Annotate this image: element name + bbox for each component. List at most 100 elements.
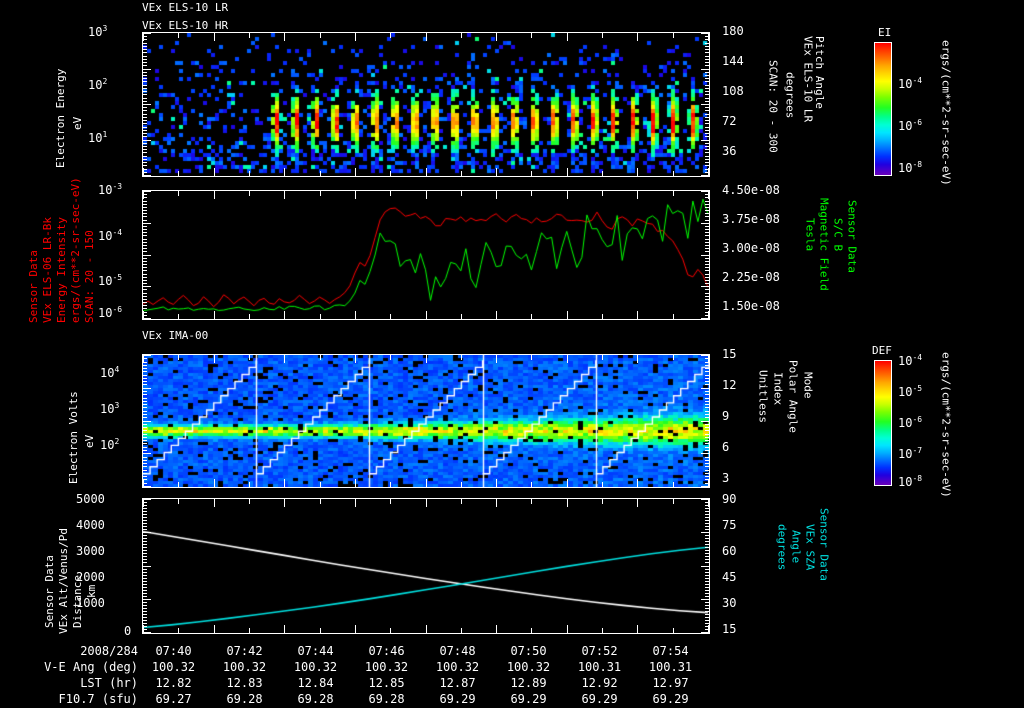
xtick-bottom <box>355 168 356 176</box>
ytick-right <box>705 194 709 195</box>
panel2-right-label-2: S/C B <box>831 218 845 252</box>
ytick-right <box>705 434 709 435</box>
xtick-top <box>461 499 462 504</box>
panel3-plot-area[interactable] <box>142 354 710 488</box>
xtick-bottom <box>178 482 179 487</box>
xtick-top <box>390 355 391 360</box>
ytick-left <box>143 101 147 102</box>
ytick-right <box>705 447 709 448</box>
ytick-left <box>143 602 147 603</box>
ytick-left <box>143 559 147 560</box>
xtick-top <box>637 191 638 199</box>
ytick-left <box>143 526 147 527</box>
xtick-top <box>249 191 250 196</box>
panel1-ytick-1: 101 <box>88 130 108 145</box>
bottom-rowlabel-lst: LST (hr) <box>80 676 138 690</box>
ytick-right <box>705 110 709 111</box>
ytick-right <box>705 470 709 471</box>
ytick-left <box>143 289 147 290</box>
ytick-left <box>143 470 147 471</box>
ytick-right <box>705 204 709 205</box>
ytick-left <box>143 547 147 548</box>
ytick-left <box>143 355 151 356</box>
ytick-right <box>705 305 709 306</box>
ytick-left <box>143 398 147 399</box>
xtick-top <box>143 33 144 41</box>
ytick-left <box>143 384 147 385</box>
xtick-top <box>673 499 674 504</box>
ytick-left <box>143 127 147 128</box>
ytick-left <box>143 267 147 268</box>
ytick-right <box>705 312 709 313</box>
ytick-left <box>143 201 147 202</box>
ytick-right <box>705 424 709 425</box>
ytick-right <box>705 242 709 243</box>
panel4-plot-area[interactable] <box>142 498 710 634</box>
ytick-left <box>143 514 147 515</box>
panel1-colorbar[interactable] <box>874 42 892 176</box>
ytick-left <box>143 553 147 554</box>
xtick-bottom <box>567 479 568 487</box>
ytick-right <box>705 123 709 124</box>
ytick-left <box>143 286 151 287</box>
ytick-left <box>143 59 147 60</box>
panel1-ytick2-144: 144 <box>722 54 744 68</box>
ytick-left <box>143 473 147 474</box>
ytick-right <box>705 59 709 60</box>
ytick-left <box>143 620 147 621</box>
ytick-left <box>143 245 147 246</box>
ytick-right <box>705 152 709 153</box>
xtick-bottom <box>708 311 709 319</box>
ytick-left <box>143 614 147 615</box>
ytick-right <box>705 197 709 198</box>
ytick-left <box>143 169 147 170</box>
xtick-bottom <box>355 479 356 487</box>
ytick-left <box>143 417 147 418</box>
ytick-right <box>705 450 709 451</box>
ytick-left <box>143 130 147 131</box>
xtick-bottom <box>567 168 568 176</box>
bottom-cell-time: 07:42 <box>226 644 263 658</box>
ytick-left <box>143 486 151 487</box>
ytick-right <box>705 569 709 570</box>
ytick-left <box>143 505 147 506</box>
ytick-right <box>705 605 709 606</box>
ytick-right <box>705 91 709 92</box>
xtick-top <box>426 499 427 507</box>
panel2-ytick-m6: 10-6 <box>98 305 123 320</box>
ytick-left <box>143 62 147 63</box>
ytick-right <box>705 165 709 166</box>
xtick-bottom <box>602 482 603 487</box>
panel3-colorbar[interactable] <box>874 360 892 486</box>
ytick-right <box>705 508 709 509</box>
ytick-left <box>143 261 147 262</box>
ytick-left <box>143 46 147 47</box>
bottom-cell-f107: 69.29 <box>439 692 476 706</box>
panel2-left-label-5: SCAN: 20 - 150 <box>83 230 96 323</box>
xtick-top <box>708 33 709 41</box>
ytick-left <box>143 117 147 118</box>
panel2-plot-area[interactable] <box>142 190 710 320</box>
panel3-right-label-4: Unitless <box>756 370 770 423</box>
ytick-right <box>705 538 709 539</box>
xtick-top <box>426 191 427 199</box>
xtick-bottom <box>637 479 638 487</box>
panel4-ytick2-75: 75 <box>722 518 737 532</box>
ytick-right <box>705 526 709 527</box>
ytick-left <box>143 523 147 524</box>
ytick-left <box>143 194 147 195</box>
ytick-right <box>705 523 709 524</box>
panel1-left-axis-unit: eV <box>71 116 84 130</box>
xtick-top <box>673 355 674 360</box>
ytick-left <box>143 75 147 76</box>
xtick-bottom <box>214 479 215 487</box>
panel1-plot-area[interactable] <box>142 32 710 177</box>
bottom-rowlabel-date: 2008/284 <box>80 644 138 658</box>
ytick-left <box>143 136 147 137</box>
xtick-top <box>284 33 285 41</box>
ytick-right <box>705 611 709 612</box>
panel2-ytick-m3: 10-3 <box>98 182 123 197</box>
panel4-left-label-1: Sensor Data <box>43 555 56 628</box>
xtick-bottom <box>426 479 427 487</box>
ytick-left <box>143 562 147 563</box>
